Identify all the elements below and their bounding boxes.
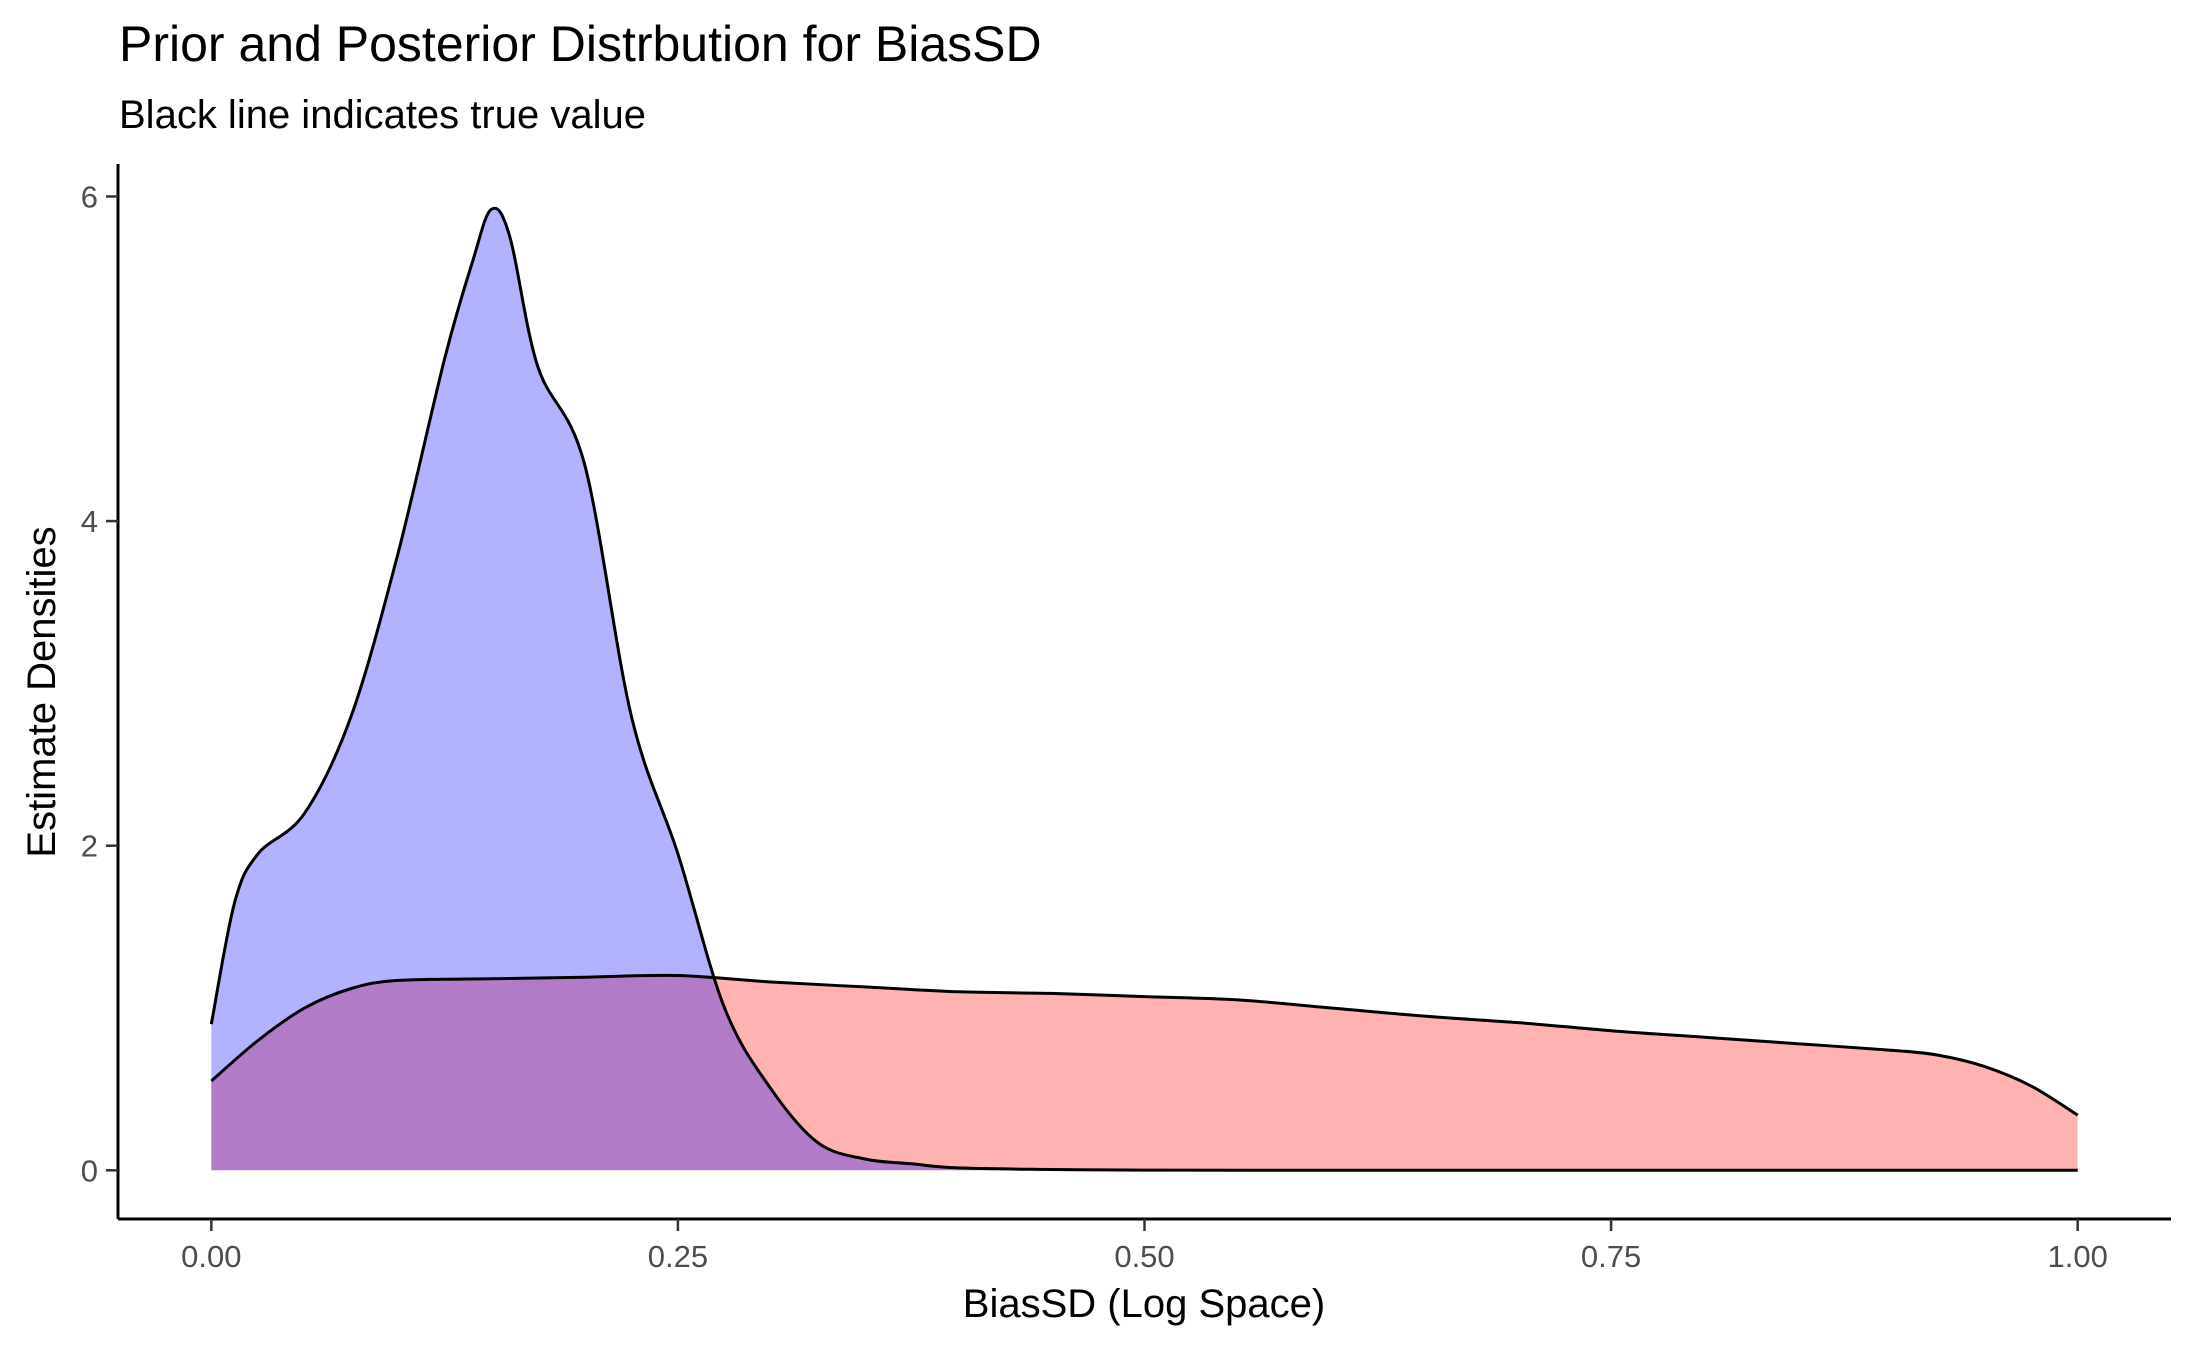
- y-tick-label: 6: [81, 179, 98, 214]
- chart-title: Prior and Posterior Distrbution for Bias…: [119, 16, 1042, 72]
- y-axis-title: Estimate Densities: [20, 526, 64, 857]
- x-tick-label: 0.25: [648, 1239, 708, 1274]
- x-tick-label: 0.75: [1581, 1239, 1641, 1274]
- chart-subtitle: Black line indicates true value: [119, 93, 646, 137]
- x-tick-label: 0.00: [181, 1239, 241, 1274]
- y-tick-label: 0: [81, 1153, 98, 1188]
- prior-density-line: [210, 973, 2079, 1117]
- prior-density-area: [211, 975, 2078, 1171]
- x-tick-label: 1.00: [2048, 1239, 2108, 1274]
- x-axis-ticks: 0.00 0.25 0.50 0.75 1.00: [181, 1219, 2108, 1274]
- x-axis-title: BiasSD (Log Space): [963, 1282, 1325, 1326]
- x-tick-label: 0.50: [1114, 1239, 1174, 1274]
- posterior-density-line: [209, 206, 2078, 1172]
- y-axis-ticks: 0 2 4 6: [81, 179, 118, 1188]
- plot-area: [209, 206, 2079, 1172]
- posterior-density-area: [211, 208, 2078, 1171]
- y-tick-label: 2: [81, 829, 98, 864]
- y-tick-label: 4: [81, 504, 98, 539]
